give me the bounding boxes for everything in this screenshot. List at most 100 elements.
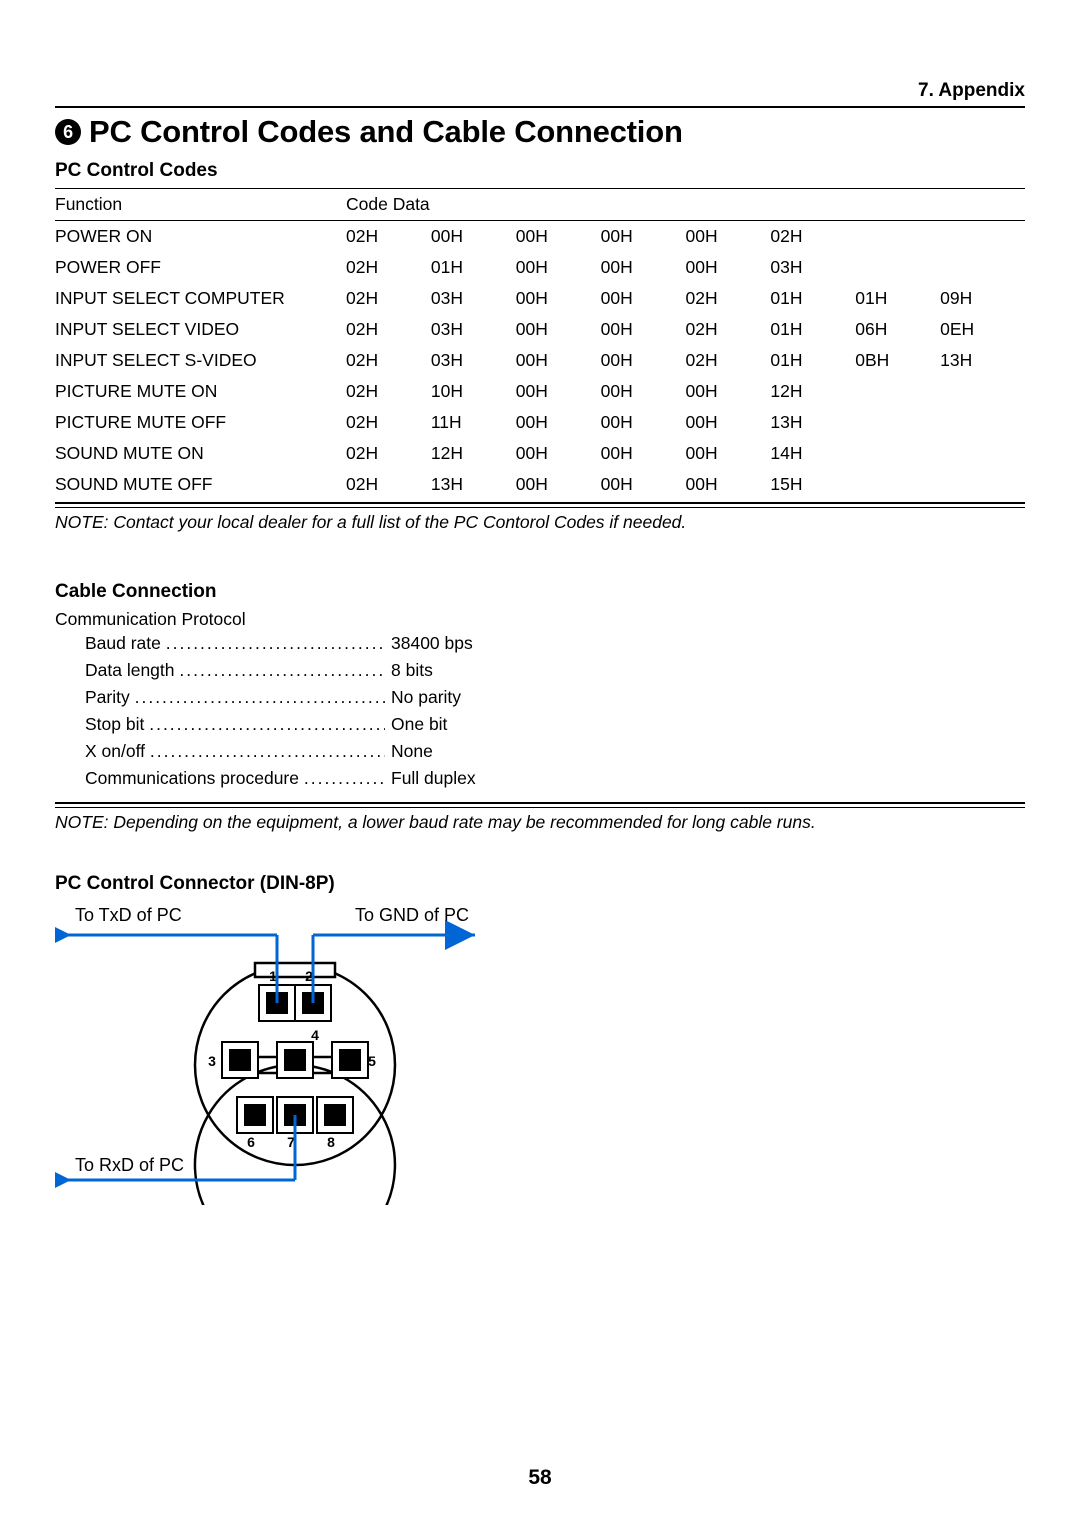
protocol-value-cell: No parity bbox=[385, 687, 461, 708]
code-cell bbox=[855, 407, 940, 438]
code-cell: 01H bbox=[431, 252, 516, 283]
code-cell: 00H bbox=[686, 438, 771, 469]
code-cell: 02H bbox=[346, 438, 431, 469]
protocol-label-cell: X on/off bbox=[85, 741, 385, 762]
protocol-label-cell: Stop bit bbox=[85, 714, 385, 735]
protocol-row: Data length 8 bits bbox=[55, 657, 1025, 684]
code-cell bbox=[855, 469, 940, 500]
code-cell: 02H bbox=[346, 376, 431, 407]
protocol-row: X on/off None bbox=[55, 738, 1025, 765]
protocol-label-cell: Communications procedure bbox=[85, 768, 385, 789]
code-cell: 12H bbox=[770, 376, 855, 407]
code-cell: 00H bbox=[601, 438, 686, 469]
protocol-row: Communications procedure Full duplex bbox=[55, 765, 1025, 792]
din8-connector-icon: 12345678 bbox=[55, 905, 485, 1205]
fn-cell: INPUT SELECT S-VIDEO bbox=[55, 345, 346, 376]
code-cell bbox=[940, 376, 1025, 407]
code-cell bbox=[855, 252, 940, 283]
code-cell: 11H bbox=[431, 407, 516, 438]
code-cell: 03H bbox=[431, 283, 516, 314]
table-row: INPUT SELECT COMPUTER02H03H00H00H02H01H0… bbox=[55, 283, 1025, 314]
code-cell: 02H bbox=[686, 345, 771, 376]
protocol-row: Baud rate 38400 bps bbox=[55, 630, 1025, 657]
fn-cell: SOUND MUTE ON bbox=[55, 438, 346, 469]
protocol-value-cell: 8 bits bbox=[385, 660, 433, 681]
codes-body: POWER ON02H00H00H00H00H02HPOWER OFF02H01… bbox=[55, 221, 1025, 501]
protocol-value-cell: 38400 bps bbox=[385, 633, 473, 654]
code-cell: 09H bbox=[940, 283, 1025, 314]
fn-cell: PICTURE MUTE OFF bbox=[55, 407, 346, 438]
table-row: POWER ON02H00H00H00H00H02H bbox=[55, 221, 1025, 253]
code-cell: 00H bbox=[601, 283, 686, 314]
cable-note: NOTE: Depending on the equipment, a lowe… bbox=[55, 812, 1025, 833]
codes-note: NOTE: Contact your local dealer for a fu… bbox=[55, 512, 1025, 533]
codes-table: Function Code Data POWER ON02H00H00H00H0… bbox=[55, 188, 1025, 500]
code-cell: 02H bbox=[686, 283, 771, 314]
code-cell: 13H bbox=[940, 345, 1025, 376]
protocol-value-cell: One bit bbox=[385, 714, 447, 735]
code-cell bbox=[855, 221, 940, 253]
code-cell: 02H bbox=[346, 469, 431, 500]
col-codedata: Code Data bbox=[346, 189, 1025, 221]
code-cell: 00H bbox=[516, 283, 601, 314]
code-cell: 00H bbox=[601, 314, 686, 345]
code-cell: 00H bbox=[601, 469, 686, 500]
code-cell bbox=[855, 376, 940, 407]
protocol-label-cell: Parity bbox=[85, 687, 385, 708]
table-bottom-rule bbox=[55, 502, 1025, 508]
code-cell: 00H bbox=[516, 438, 601, 469]
protocol-value-cell: Full duplex bbox=[385, 768, 476, 789]
code-cell: 00H bbox=[516, 407, 601, 438]
code-cell: 10H bbox=[431, 376, 516, 407]
connector-heading: PC Control Connector (DIN-8P) bbox=[55, 873, 1025, 895]
code-cell: 00H bbox=[516, 252, 601, 283]
code-cell: 01H bbox=[770, 345, 855, 376]
code-cell: 02H bbox=[686, 314, 771, 345]
section-number-icon: 6 bbox=[55, 119, 81, 145]
svg-text:6: 6 bbox=[247, 1134, 255, 1150]
svg-text:8: 8 bbox=[327, 1134, 335, 1150]
code-cell: 13H bbox=[770, 407, 855, 438]
code-cell: 00H bbox=[516, 469, 601, 500]
table-row: POWER OFF02H01H00H00H00H03H bbox=[55, 252, 1025, 283]
code-cell: 0BH bbox=[855, 345, 940, 376]
code-cell bbox=[940, 407, 1025, 438]
fn-cell: POWER OFF bbox=[55, 252, 346, 283]
svg-text:5: 5 bbox=[368, 1053, 376, 1069]
code-cell: 00H bbox=[686, 252, 771, 283]
protocol-block: Communication Protocol Baud rate 38400 b… bbox=[55, 609, 1025, 792]
page-number: 58 bbox=[0, 1466, 1080, 1490]
code-cell bbox=[855, 438, 940, 469]
code-cell: 15H bbox=[770, 469, 855, 500]
code-cell bbox=[940, 221, 1025, 253]
code-cell: 00H bbox=[601, 252, 686, 283]
svg-text:3: 3 bbox=[208, 1053, 216, 1069]
table-row: SOUND MUTE OFF02H13H00H00H00H15H bbox=[55, 469, 1025, 500]
code-cell: 06H bbox=[855, 314, 940, 345]
appendix-label: 7. Appendix bbox=[55, 80, 1025, 108]
code-cell: 00H bbox=[601, 376, 686, 407]
code-cell: 0EH bbox=[940, 314, 1025, 345]
table-row: PICTURE MUTE OFF02H11H00H00H00H13H bbox=[55, 407, 1025, 438]
table-row: SOUND MUTE ON02H12H00H00H00H14H bbox=[55, 438, 1025, 469]
protocol-value-cell: None bbox=[385, 741, 433, 762]
codes-heading: PC Control Codes bbox=[55, 160, 1025, 182]
code-cell: 02H bbox=[346, 314, 431, 345]
code-cell: 01H bbox=[770, 314, 855, 345]
table-row: PICTURE MUTE ON02H10H00H00H00H12H bbox=[55, 376, 1025, 407]
code-cell bbox=[940, 438, 1025, 469]
table-row: INPUT SELECT VIDEO02H03H00H00H02H01H06H0… bbox=[55, 314, 1025, 345]
code-cell: 00H bbox=[516, 376, 601, 407]
protocol-label: Communication Protocol bbox=[55, 609, 1025, 630]
connector-diagram: To TxD of PC To GND of PC To RxD of PC bbox=[55, 905, 485, 1225]
code-cell: 00H bbox=[516, 314, 601, 345]
code-cell: 02H bbox=[346, 407, 431, 438]
code-cell bbox=[940, 252, 1025, 283]
fn-cell: POWER ON bbox=[55, 221, 346, 253]
code-cell: 12H bbox=[431, 438, 516, 469]
fn-cell: INPUT SELECT COMPUTER bbox=[55, 283, 346, 314]
code-cell: 02H bbox=[770, 221, 855, 253]
code-cell: 00H bbox=[686, 407, 771, 438]
code-cell: 00H bbox=[686, 376, 771, 407]
code-cell: 13H bbox=[431, 469, 516, 500]
